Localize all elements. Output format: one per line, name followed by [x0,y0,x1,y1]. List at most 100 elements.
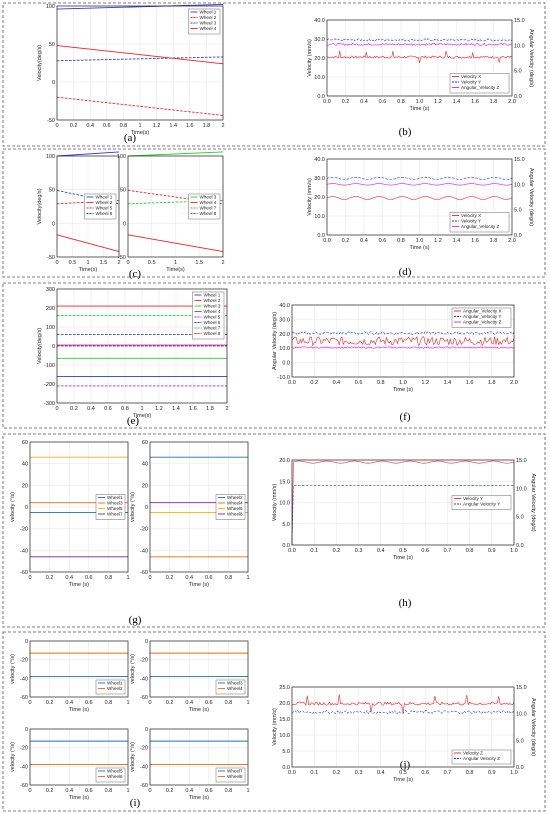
y-tick-label: 0 [145,639,148,645]
legend-box [215,494,246,520]
x-tick-label: 0.6 [205,788,213,794]
y-tick-label: -60 [140,695,148,701]
x-axis-label: Time(s) [79,267,98,273]
legend-entry: Angular_Velocity Z [463,320,501,325]
x-tick-label: 1.8 [203,123,211,129]
y-tick-label: 0.0 [317,94,325,100]
y2-tick-label: 5.0 [514,69,522,75]
x-tick-label: 0.4 [377,548,385,554]
y-tick-label: 15.0 [279,479,290,485]
y-tick-label: 40.0 [279,303,290,309]
x-tick-label: 1.8 [490,99,498,105]
x-tick-label: 1.2 [421,380,429,386]
plot-area [291,686,515,768]
y-axis-label: Velocity (mm/s) [307,178,313,216]
x-tick-label: 0 [28,575,31,581]
y-tick-label: 50 [49,42,55,48]
y-axis-label: Angular Velocity (deg/s) [272,312,278,370]
y-tick-label: 60 [142,440,148,446]
chart-g2 [149,441,249,573]
x-tick-label: 0.8 [466,770,474,776]
x-tick-label: 0.2 [342,99,350,105]
legend-entry: Wheel 5 [96,206,113,211]
y-axis-label: Velocity (mm/s) [272,484,278,522]
x-axis-label: Time (s) [189,707,209,713]
y-tick-label: 5.0 [282,749,290,755]
y2-axis-label: Angular Velocity (deg/s) [530,698,536,756]
x-tick-label: 1 [126,700,129,706]
y-tick-label: 0.0 [282,543,290,549]
legend-entry: Wheel4 [227,501,243,506]
x-tick-label: 1.4 [453,99,461,105]
legend-entry: Wheel 7 [200,206,217,211]
x-tick-label: 0.0 [288,380,296,386]
x-tick-label: 1 [126,788,129,794]
x-tick-label: 0.9 [488,548,496,554]
y-tick-label: -20 [140,658,148,664]
legend-entry: Velocity Y [461,80,481,85]
plot-area [56,5,224,121]
x-tick-label: 0.5 [399,548,407,554]
y-tick-label: -200 [44,382,55,388]
chart-j [291,686,515,768]
y2-axis-label: Angular Velocity (deg/s) [530,473,536,531]
legend-entry: Wheel3 [107,501,123,506]
x-tick-label: 0 [55,260,58,266]
x-tick-label: 0.4 [377,770,385,776]
x-tick-label: 2 [117,260,120,266]
panel-label: (f) [400,411,411,423]
y-axis-label: velocity (°/s) [130,742,136,772]
x-axis-label: Time (s) [393,777,413,783]
panel-label: (b) [399,126,412,138]
x-tick-label: 0.2 [46,788,54,794]
x-axis-label: Time (s) [69,795,89,801]
chart-h [291,459,515,546]
x-tick-label: 0.4 [360,99,368,105]
y-tick-label: 5.0 [282,522,290,528]
x-tick-label: 0.6 [379,238,387,244]
legend-entry: Wheel 3 [200,21,217,26]
chart-i3 [29,728,129,786]
y-tick-label: 50 [49,188,55,194]
x-tick-label: 0.2 [342,238,350,244]
x-tick-label: 0.8 [120,123,128,129]
legend-entry: Angular_Velocity X [463,309,502,314]
x-tick-label: 1 [138,123,141,129]
y-tick-label: -60 [20,570,28,576]
x-tick-label: 0.8 [105,788,113,794]
x-axis-label: Time (s) [69,582,89,588]
y-tick-label: 100 [46,4,55,10]
x-tick-label: 2 [221,123,224,129]
legend-entry: Wheel 1 [96,195,113,200]
panel-label: (a) [124,132,137,144]
x-tick-label: 0.8 [105,700,113,706]
series-line [56,45,224,65]
y-tick-label: -60 [140,783,148,789]
x-tick-label: 1.5 [195,260,203,266]
x-tick-label: 1.6 [471,238,479,244]
x-tick-label: 1 [140,406,143,412]
y-tick-label: 10.0 [314,75,325,81]
x-tick-label: 0.4 [185,575,193,581]
y2-tick-label: 5.0 [514,208,522,214]
chart-g1 [29,441,129,573]
legend-box [451,307,512,328]
x-tick-label: 0 [148,788,151,794]
x-tick-label: 0.7 [444,770,452,776]
x-tick-label: 1.8 [490,238,498,244]
x-tick-label: 0.2 [46,700,54,706]
x-tick-label: 1 [246,788,249,794]
y-tick-label: 30.0 [279,317,290,323]
x-tick-label: 1.4 [444,380,452,386]
x-tick-label: 1.4 [169,123,177,129]
y-tick-label: -40 [20,764,28,770]
y-tick-label: 0 [25,639,28,645]
x-tick-label: 0.8 [377,380,385,386]
y-tick-label: 0 [52,344,55,350]
legend-entry: Wheel 8 [204,331,221,336]
legend-entry: Wheel 3 [204,304,221,309]
y-tick-label: 0.0 [317,233,325,239]
y-tick-label: 0 [52,221,55,227]
y-tick-label: -20 [20,658,28,664]
